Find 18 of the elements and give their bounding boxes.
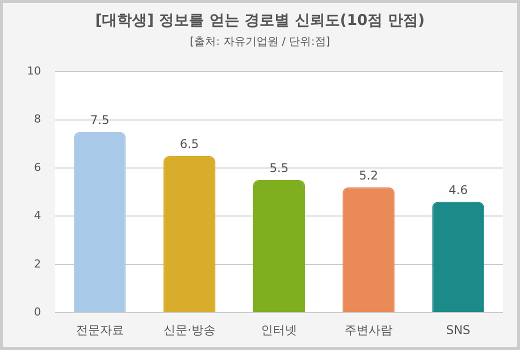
x-tick-label: 인터넷 bbox=[261, 322, 297, 337]
data-label: 6.5 bbox=[180, 137, 199, 152]
data-label: 4.6 bbox=[448, 182, 468, 197]
x-tick-label: 전문자료 bbox=[76, 322, 124, 337]
y-tick-label: 4 bbox=[34, 209, 41, 222]
data-label: 7.5 bbox=[90, 112, 110, 127]
y-tick-label: 0 bbox=[34, 305, 41, 318]
x-tick-label: 주변사람 bbox=[344, 322, 393, 337]
x-tick-label: 신문·방송 bbox=[163, 322, 216, 337]
data-label: 5.2 bbox=[359, 168, 378, 182]
chart-title: [대학생] 정보를 얻는 경로별 신뢰도(10점 만점) bbox=[94, 11, 426, 30]
x-tick-label: SNS bbox=[446, 322, 470, 337]
data-label: 5.5 bbox=[269, 161, 289, 176]
chart-subtitle: [출처: 자유기업원 / 단위:점] bbox=[188, 34, 332, 49]
y-tick-label: 10 bbox=[26, 64, 41, 78]
y-tick-label: 2 bbox=[34, 257, 41, 270]
y-tick-label: 8 bbox=[34, 112, 41, 126]
y-tick-label: 6 bbox=[34, 160, 41, 174]
